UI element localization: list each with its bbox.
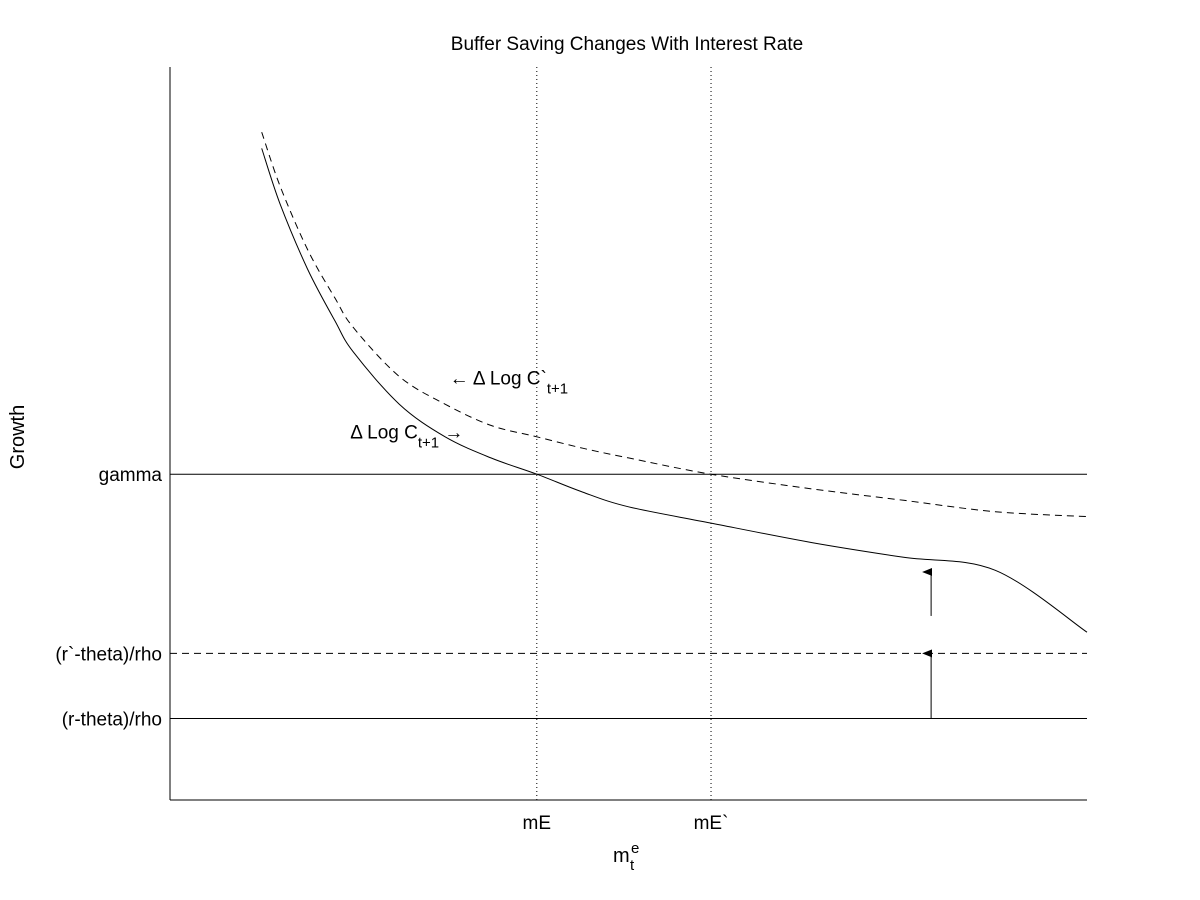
horizontal-lines <box>170 473 1087 720</box>
axes <box>169 67 1087 801</box>
x-tick-label-0: mE <box>523 813 552 834</box>
x-axis-label-sub: t <box>630 857 635 874</box>
annotation-label: Δ Log C` <box>473 369 547 390</box>
annotation-subscript: t+1 <box>418 434 439 451</box>
annotations: Δ Log Ct+1 →← Δ Log C`t+1 <box>350 369 568 452</box>
annotation-right-arrow: → <box>439 422 463 443</box>
x-tick-label-1: mE` <box>694 813 729 834</box>
annotation-left-arrow: ← <box>450 369 473 390</box>
curve-annotation-0: Δ Log Ct+1 → <box>350 422 463 451</box>
curves <box>261 132 1088 633</box>
y-tick-label-1: (r`-theta)/rho <box>55 644 162 665</box>
y-tick-label-2: gamma <box>99 465 163 486</box>
series-curve-0 <box>261 148 1088 633</box>
vertical-guides <box>536 67 712 800</box>
annotation-label: Δ Log C <box>350 422 418 443</box>
curve-annotation-text-0: Δ Log Ct+1 → <box>350 422 463 451</box>
series-curve-1 <box>261 132 1088 518</box>
x-axis-label-sup: e <box>631 840 639 857</box>
curve-annotation-text-1: ← Δ Log C`t+1 <box>450 369 568 398</box>
y-tick-label-0: (r-theta)/rho <box>62 710 162 731</box>
annotation-subscript: t+1 <box>547 381 568 398</box>
curve-annotation-1: ← Δ Log C`t+1 <box>450 369 568 398</box>
y-axis-label: Growth <box>7 405 29 469</box>
x-axis-label: m e t <box>613 840 639 874</box>
x-axis-label-base: m <box>613 845 630 867</box>
tick-labels: mE mE` (r-theta)/rho (r`-theta)/rho gamma <box>55 465 728 834</box>
chart-title: Buffer Saving Changes With Interest Rate <box>451 34 803 55</box>
